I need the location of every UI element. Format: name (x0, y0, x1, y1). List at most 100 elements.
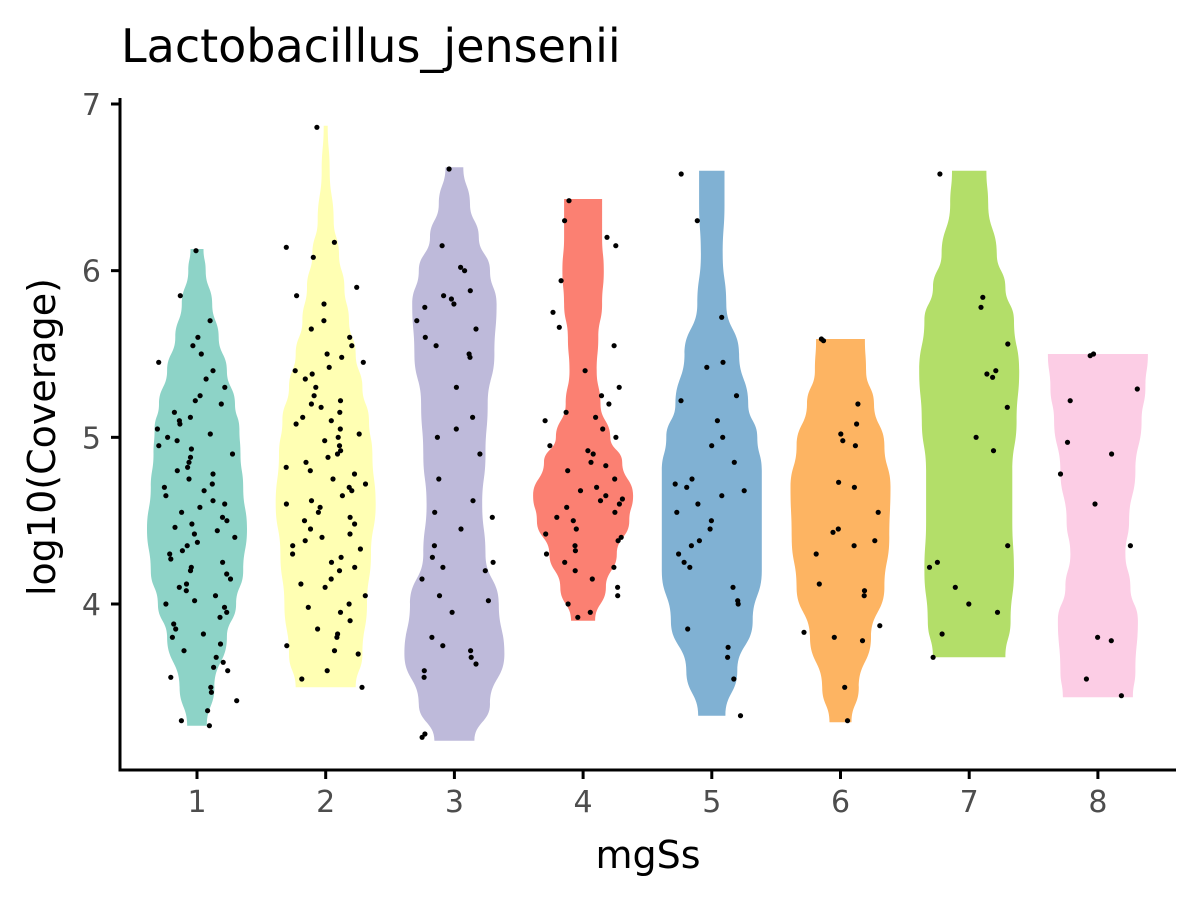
data-point (214, 528, 220, 534)
data-point (338, 554, 344, 560)
data-point (1083, 676, 1089, 682)
data-point (694, 218, 700, 224)
data-point (572, 548, 579, 554)
data-point (585, 448, 591, 454)
data-point (220, 659, 226, 665)
data-point (615, 538, 621, 544)
x-tick-label: 3 (445, 785, 464, 820)
data-point (362, 593, 368, 599)
data-point (616, 384, 622, 390)
data-point (328, 418, 334, 424)
data-point (224, 571, 230, 577)
data-point (154, 426, 160, 432)
data-point (307, 526, 314, 532)
data-point (322, 584, 328, 590)
data-point (187, 414, 193, 420)
data-point (179, 509, 185, 515)
data-point (321, 318, 327, 324)
data-point (210, 471, 216, 477)
data-point (351, 471, 358, 477)
data-point (224, 609, 230, 615)
data-point (321, 301, 327, 307)
data-point (324, 668, 330, 674)
data-point (225, 668, 231, 674)
data-point (176, 418, 182, 424)
data-point (222, 501, 228, 507)
data-point (872, 538, 878, 544)
data-point (1004, 404, 1010, 410)
data-point (613, 243, 619, 249)
x-tick-label: 4 (574, 785, 593, 820)
data-point (349, 343, 355, 349)
x-tick-label: 6 (831, 785, 850, 820)
data-point (307, 468, 313, 474)
data-point (302, 538, 308, 544)
data-point (331, 648, 338, 654)
data-point (331, 239, 337, 245)
data-point (156, 359, 162, 365)
data-point (731, 459, 737, 465)
data-point (431, 543, 437, 549)
data-point (696, 538, 703, 544)
data-point (473, 326, 479, 332)
data-point (613, 434, 619, 440)
data-point (300, 414, 306, 420)
data-point (676, 551, 682, 557)
data-point (422, 334, 428, 340)
data-point (606, 401, 612, 407)
data-point (719, 493, 725, 499)
data-point (234, 698, 240, 704)
data-point (167, 551, 173, 557)
data-point (156, 443, 162, 449)
data-point (485, 598, 491, 604)
data-point (990, 448, 997, 454)
data-point (311, 393, 317, 399)
data-point (616, 501, 623, 507)
data-point (218, 401, 224, 407)
data-point (573, 526, 579, 532)
data-point (612, 509, 618, 515)
data-point (854, 421, 860, 427)
data-point (217, 614, 223, 620)
data-point (689, 476, 695, 482)
violin-4 (533, 199, 634, 621)
data-point (861, 593, 867, 599)
data-point (566, 198, 572, 204)
data-point (813, 551, 819, 557)
data-point (432, 509, 438, 515)
data-point (562, 218, 568, 224)
data-point (577, 488, 584, 494)
x-tick-label: 7 (960, 785, 979, 820)
data-point (741, 488, 747, 494)
data-point (360, 359, 366, 365)
data-point (192, 598, 198, 604)
data-point (197, 393, 203, 399)
data-point (290, 551, 296, 557)
data-point (830, 529, 836, 535)
x-axis-ticks: 1 2 3 4 5 6 7 8 (187, 770, 1107, 820)
data-point (422, 731, 428, 737)
data-point (572, 568, 578, 574)
data-point (600, 426, 606, 432)
data-point (193, 248, 199, 254)
data-point (198, 351, 204, 357)
data-point (168, 674, 174, 680)
data-point (217, 641, 224, 647)
data-point (211, 664, 217, 670)
violin-3 (404, 167, 505, 741)
data-point (939, 631, 945, 637)
data-point (347, 334, 353, 340)
data-point (1090, 351, 1097, 357)
y-axis-title: log10(Coverage) (20, 278, 64, 596)
data-point (293, 421, 299, 427)
data-point (183, 581, 190, 587)
data-point (305, 604, 311, 610)
data-point (200, 631, 206, 637)
data-point (222, 384, 228, 390)
data-point (980, 294, 986, 300)
data-point (1005, 543, 1011, 549)
data-point (201, 488, 207, 494)
data-point (207, 431, 213, 437)
data-point (436, 476, 442, 482)
